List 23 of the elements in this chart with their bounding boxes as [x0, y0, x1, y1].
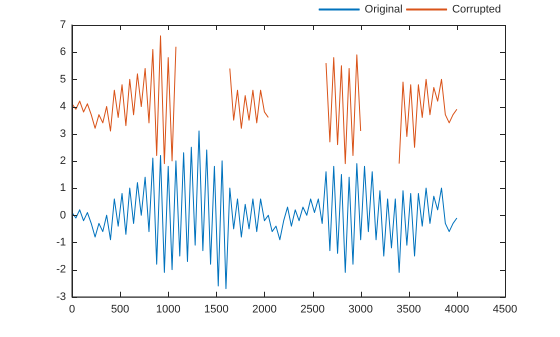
- x-tick-label: 4000: [444, 303, 470, 316]
- y-tick-label: -3: [56, 290, 66, 303]
- y-tick-label: -2: [56, 264, 66, 276]
- x-tick-label: 3500: [396, 303, 422, 316]
- legend-label: Corrupted: [452, 4, 502, 16]
- x-tick-label: 2500: [300, 303, 325, 316]
- x-tick-label: 1000: [156, 303, 180, 316]
- x-tick-label: 3000: [348, 303, 373, 316]
- legend-label: Original: [364, 4, 403, 16]
- y-tick-label: 6: [60, 46, 66, 58]
- x-tick-label: 0: [68, 303, 76, 316]
- y-tick-label: 1: [60, 182, 66, 194]
- y-tick-label: 3: [60, 128, 66, 140]
- x-tick-label: 500: [110, 303, 130, 316]
- x-tick-label: 1500: [204, 303, 229, 316]
- x-tick-label: 4500: [492, 303, 518, 316]
- y-tick-label: 7: [60, 19, 66, 32]
- y-tick-label: 2: [60, 154, 66, 167]
- y-tick-label: 4: [60, 100, 66, 113]
- y-tick-label: -1: [56, 236, 66, 248]
- y-tick-label: 5: [60, 73, 66, 86]
- y-tick-label: 0: [60, 209, 66, 222]
- x-tick-label: 2000: [252, 303, 277, 316]
